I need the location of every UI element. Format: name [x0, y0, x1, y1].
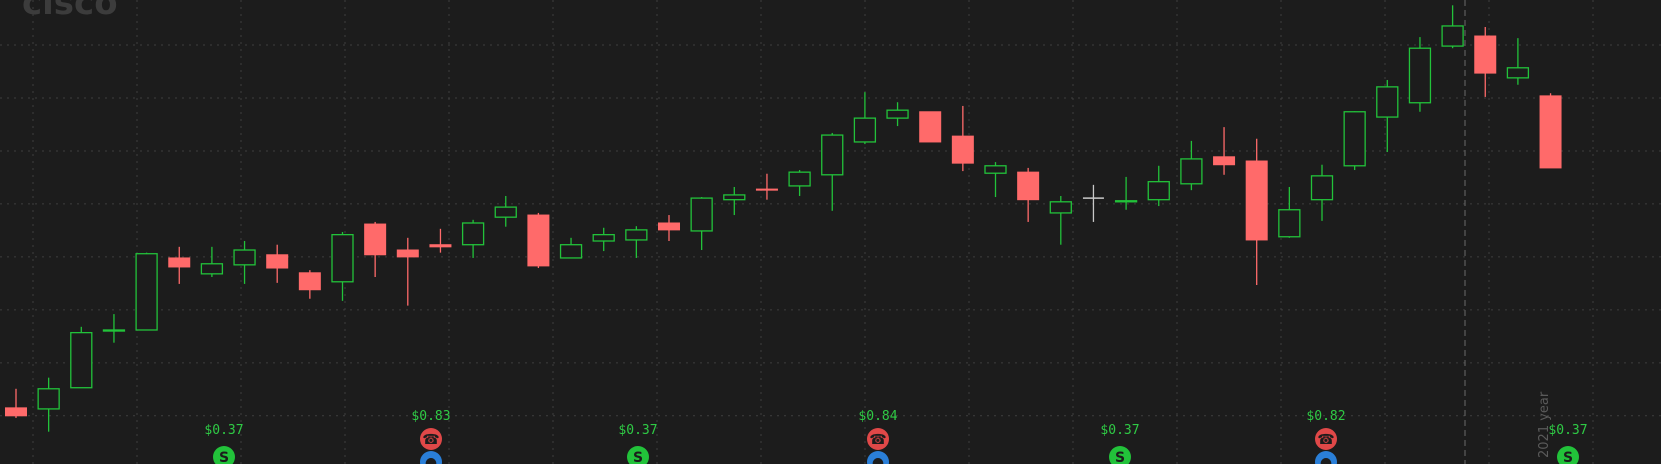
- candle-body: [494, 206, 517, 218]
- candle-body: [527, 214, 550, 267]
- candle-body: [266, 254, 289, 269]
- candle-body: [592, 233, 615, 242]
- event-icon-glyph: ☎: [869, 432, 886, 448]
- earnings-label: $0.82: [1306, 409, 1345, 424]
- candle-body: [1474, 35, 1497, 74]
- event-icon-glyph: ●: [872, 455, 884, 464]
- event-icon-glyph: ☎: [1317, 432, 1334, 448]
- event-icon: [627, 446, 649, 464]
- candle-body: [559, 244, 583, 259]
- event-icon: [1109, 446, 1131, 464]
- candle-body: [1245, 160, 1268, 241]
- event-icon-glyph: S: [1563, 450, 1573, 464]
- period-label: 2021 year: [1537, 391, 1552, 458]
- event-icon: [213, 446, 235, 464]
- earnings-label: $0.83: [411, 409, 450, 424]
- event-icon: [420, 428, 442, 450]
- candle-body: [1213, 156, 1236, 166]
- dividend-label: $0.37: [1548, 423, 1587, 438]
- candle-body: [298, 272, 321, 291]
- candle-body: [1310, 175, 1334, 201]
- candle-body: [70, 331, 93, 389]
- candle-body: [1441, 25, 1464, 47]
- event-icon-glyph: ●: [1320, 455, 1332, 464]
- candle-body: [984, 165, 1007, 174]
- earnings-label: $0.84: [858, 409, 897, 424]
- candle-body: [135, 253, 158, 331]
- event-icon: [1315, 451, 1337, 464]
- event-icon: [1315, 428, 1337, 450]
- event-icon-glyph: S: [1115, 450, 1125, 464]
- candle-body: [5, 407, 27, 417]
- dividend-label: $0.37: [618, 423, 657, 438]
- event-icon-glyph: ☎: [422, 432, 439, 448]
- candle-body: [429, 244, 452, 248]
- candle-body: [1114, 200, 1138, 203]
- candle-body: [658, 222, 680, 231]
- watermark: cisco: [22, 0, 118, 23]
- candle-body: [331, 233, 354, 283]
- event-icon: [1557, 446, 1579, 464]
- event-icon-glyph: S: [219, 450, 229, 464]
- candle-body: [1506, 67, 1530, 79]
- candle-body: [1343, 111, 1366, 167]
- candles: [5, 5, 1562, 432]
- event-icon: [867, 428, 889, 450]
- event-icon-glyph: ●: [425, 455, 437, 464]
- candle-body: [1049, 201, 1072, 214]
- vertical-grid: [32, 0, 1594, 464]
- candle-body: [625, 229, 648, 241]
- event-icon-glyph: S: [633, 450, 643, 464]
- candle-body: [1408, 47, 1432, 104]
- dividend-label: $0.37: [1100, 423, 1139, 438]
- candle-body: [37, 388, 60, 410]
- candle-body: [200, 263, 224, 275]
- dividend-label: $0.37: [204, 423, 243, 438]
- candle-body: [951, 135, 974, 164]
- candle-body: [723, 194, 746, 201]
- candle-body: [233, 249, 256, 266]
- event-icon: [867, 451, 889, 464]
- candle-body: [886, 109, 909, 119]
- event-icon: [420, 451, 442, 464]
- candle-body: [821, 134, 844, 176]
- candle-body: [755, 188, 778, 191]
- events: $0.37 $0.37 $0.37 $0.37 $0.83 $0.84 $0.8…: [204, 409, 1588, 464]
- candle-body: [919, 111, 942, 143]
- candle-body: [1180, 158, 1203, 185]
- candle-body: [102, 329, 126, 332]
- candle-body: [461, 222, 485, 246]
- candle-body: [1376, 86, 1399, 118]
- candle-body: [1539, 95, 1562, 169]
- candle-body: [364, 223, 387, 256]
- candle-body: [788, 171, 811, 187]
- candle-body: [1278, 209, 1301, 238]
- candle-body: [168, 257, 191, 268]
- candle-body: [1017, 171, 1040, 201]
- candle-body: [1147, 181, 1170, 201]
- candle-body: [853, 117, 877, 143]
- candle-body: [690, 197, 713, 232]
- candle-body: [396, 249, 419, 258]
